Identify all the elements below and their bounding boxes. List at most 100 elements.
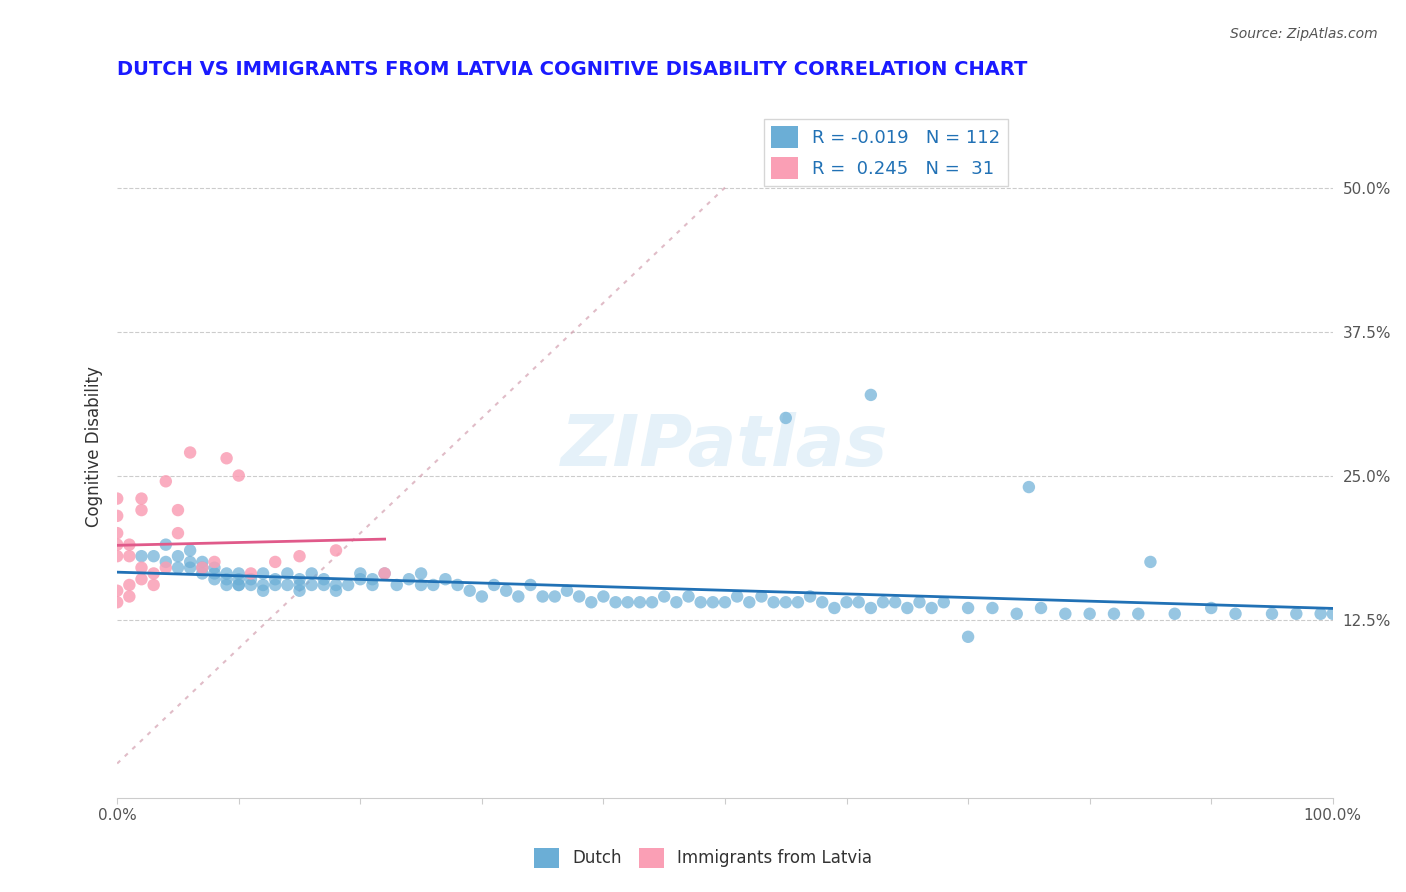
Immigrants from Latvia xyxy=(118,549,141,564)
Dutch xyxy=(167,560,190,574)
Immigrants from Latvia xyxy=(118,590,141,604)
Dutch xyxy=(775,595,797,609)
Immigrants from Latvia xyxy=(105,538,128,552)
Dutch xyxy=(458,583,481,598)
Immigrants from Latvia xyxy=(105,583,128,598)
Dutch xyxy=(725,590,748,604)
Dutch xyxy=(652,590,675,604)
Dutch xyxy=(835,595,858,609)
Immigrants from Latvia xyxy=(155,475,177,489)
Dutch xyxy=(531,590,554,604)
Dutch xyxy=(616,595,638,609)
Dutch xyxy=(787,595,810,609)
Dutch xyxy=(581,595,603,609)
Dutch xyxy=(349,566,371,581)
Dutch xyxy=(1322,607,1344,621)
Dutch xyxy=(605,595,627,609)
Dutch xyxy=(179,560,201,574)
Dutch xyxy=(471,590,494,604)
Dutch xyxy=(446,578,468,592)
Dutch xyxy=(167,549,190,564)
Dutch xyxy=(592,590,614,604)
Dutch xyxy=(1225,607,1247,621)
Immigrants from Latvia xyxy=(288,549,311,564)
Dutch xyxy=(204,566,226,581)
Dutch xyxy=(884,595,907,609)
Dutch xyxy=(1102,607,1125,621)
Dutch xyxy=(228,578,250,592)
Dutch xyxy=(957,630,980,644)
Dutch xyxy=(312,572,335,586)
Dutch xyxy=(434,572,457,586)
Dutch xyxy=(665,595,688,609)
Dutch xyxy=(409,566,432,581)
Dutch xyxy=(799,590,821,604)
Dutch xyxy=(921,601,943,615)
Dutch xyxy=(179,543,201,558)
Dutch xyxy=(628,595,651,609)
Dutch xyxy=(361,572,384,586)
Dutch xyxy=(204,572,226,586)
Dutch xyxy=(422,578,444,592)
Dutch xyxy=(1018,480,1040,494)
Dutch xyxy=(678,590,700,604)
Dutch xyxy=(1199,601,1222,615)
Dutch xyxy=(325,583,347,598)
Dutch xyxy=(228,572,250,586)
Dutch xyxy=(155,538,177,552)
Dutch xyxy=(896,601,918,615)
Text: Source: ZipAtlas.com: Source: ZipAtlas.com xyxy=(1230,27,1378,41)
Dutch xyxy=(495,583,517,598)
Dutch xyxy=(264,578,287,592)
Dutch xyxy=(374,566,396,581)
Dutch xyxy=(1128,607,1150,621)
Immigrants from Latvia xyxy=(131,572,153,586)
Immigrants from Latvia xyxy=(142,578,165,592)
Dutch xyxy=(1005,607,1028,621)
Dutch xyxy=(872,595,894,609)
Dutch xyxy=(1261,607,1284,621)
Dutch xyxy=(276,566,298,581)
Dutch xyxy=(544,590,567,604)
Immigrants from Latvia xyxy=(155,560,177,574)
Dutch xyxy=(859,601,882,615)
Dutch xyxy=(264,572,287,586)
Immigrants from Latvia xyxy=(105,526,128,541)
Immigrants from Latvia xyxy=(105,491,128,506)
Dutch xyxy=(385,578,408,592)
Dutch xyxy=(932,595,955,609)
Immigrants from Latvia xyxy=(118,538,141,552)
Dutch xyxy=(848,595,870,609)
Dutch xyxy=(775,411,797,425)
Y-axis label: Cognitive Disability: Cognitive Disability xyxy=(86,367,103,527)
Dutch xyxy=(252,578,274,592)
Immigrants from Latvia xyxy=(228,468,250,483)
Dutch xyxy=(568,590,591,604)
Immigrants from Latvia xyxy=(167,526,190,541)
Dutch xyxy=(508,590,530,604)
Immigrants from Latvia xyxy=(325,543,347,558)
Immigrants from Latvia xyxy=(131,560,153,574)
Dutch xyxy=(519,578,541,592)
Dutch xyxy=(1309,607,1331,621)
Dutch xyxy=(702,595,724,609)
Dutch xyxy=(1139,555,1161,569)
Immigrants from Latvia xyxy=(131,503,153,517)
Dutch xyxy=(325,578,347,592)
Dutch xyxy=(689,595,711,609)
Dutch xyxy=(288,583,311,598)
Dutch xyxy=(142,549,165,564)
Dutch xyxy=(288,572,311,586)
Dutch xyxy=(1164,607,1187,621)
Dutch xyxy=(191,566,214,581)
Dutch xyxy=(228,578,250,592)
Legend: Dutch, Immigrants from Latvia: Dutch, Immigrants from Latvia xyxy=(527,841,879,875)
Dutch xyxy=(349,572,371,586)
Dutch xyxy=(239,578,262,592)
Dutch xyxy=(1078,607,1101,621)
Dutch xyxy=(398,572,420,586)
Immigrants from Latvia xyxy=(105,549,128,564)
Dutch xyxy=(239,572,262,586)
Dutch xyxy=(482,578,505,592)
Dutch xyxy=(1054,607,1077,621)
